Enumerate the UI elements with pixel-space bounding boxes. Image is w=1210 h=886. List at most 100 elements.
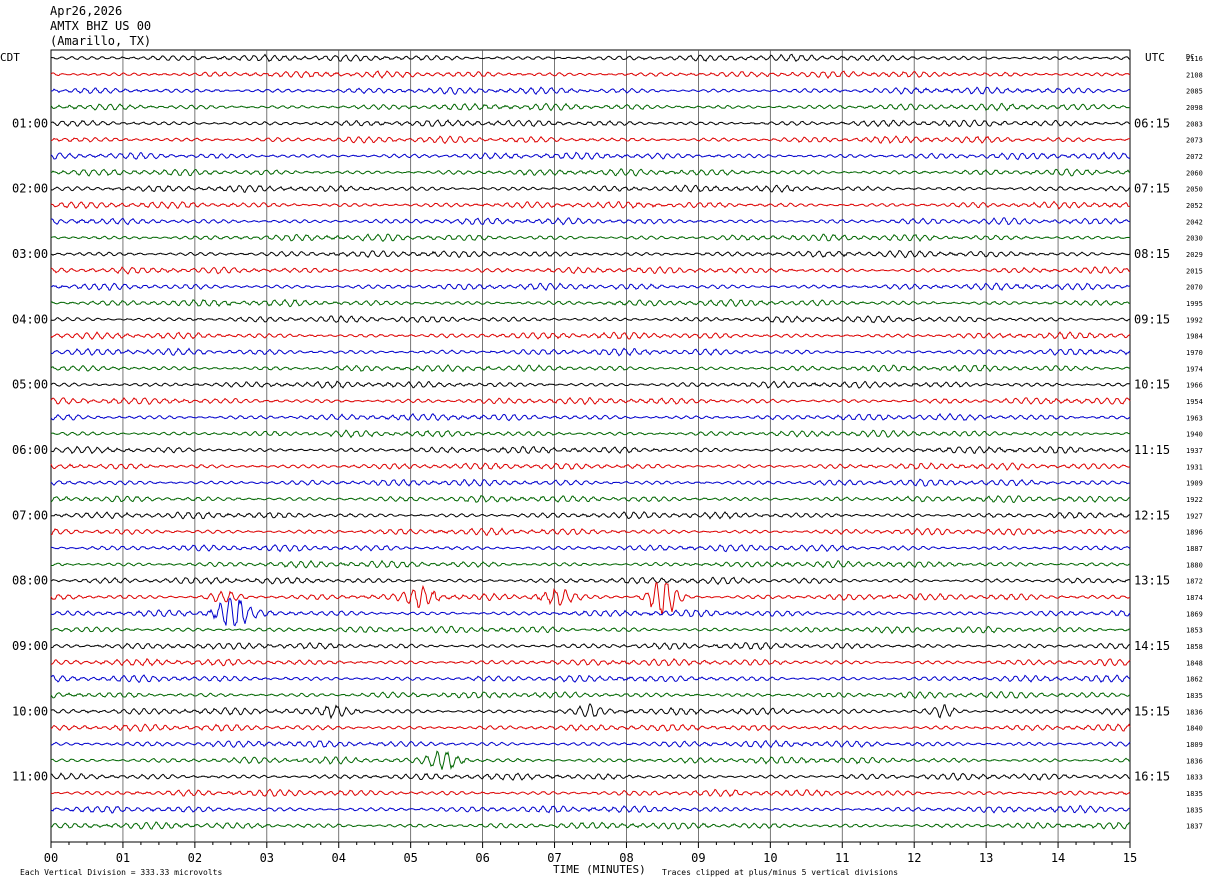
seismic-trace <box>50 462 1131 471</box>
header-station: AMTX BHZ US 00 <box>50 19 152 33</box>
header-date: Apr26,2026 <box>50 4 123 18</box>
cdt-hour-label: 03:00 <box>12 247 48 261</box>
dc-value: 2052 <box>1186 202 1203 210</box>
x-tick-label: 02 <box>188 851 202 865</box>
seismic-trace <box>50 266 1131 275</box>
seismic-trace <box>51 788 1131 798</box>
dc-value: 2116 <box>1186 55 1203 63</box>
dc-value: 1872 <box>1186 578 1203 586</box>
dc-value: 2060 <box>1186 169 1203 177</box>
utc-hour-label: 12:15 <box>1134 508 1170 522</box>
header-location: (Amarillo, TX) <box>50 34 152 48</box>
dc-value: 1840 <box>1186 725 1203 733</box>
dc-value: 2029 <box>1186 251 1203 259</box>
seismic-trace <box>50 380 1131 389</box>
seismic-trace <box>50 396 1131 406</box>
dc-label: DC <box>1186 53 1194 61</box>
labels: CDT UTC DC TIME (MINUTES) Each Vertical … <box>0 51 1203 877</box>
traces <box>50 53 1131 830</box>
seismic-trace <box>50 412 1131 422</box>
utc-hour-label: 13:15 <box>1134 574 1170 588</box>
dc-value: 1836 <box>1186 757 1203 765</box>
dc-value: 1966 <box>1186 382 1203 390</box>
x-tick-label: 07 <box>547 851 561 865</box>
dc-value: 2015 <box>1186 267 1203 275</box>
seismic-trace <box>50 772 1131 781</box>
seismic-trace <box>50 445 1131 455</box>
seismic-trace <box>50 576 1130 586</box>
dc-value: 1869 <box>1186 610 1203 618</box>
seismic-trace <box>50 625 1131 635</box>
seismic-trace <box>50 511 1131 520</box>
dc-value: 1833 <box>1186 774 1203 782</box>
left-tz-label: CDT <box>0 51 20 64</box>
cdt-hour-label: 04:00 <box>12 312 48 326</box>
seismic-trace <box>50 86 1131 96</box>
seismic-trace <box>50 119 1131 128</box>
seismic-trace <box>50 723 1131 732</box>
x-tick-label: 01 <box>116 851 130 865</box>
seismic-trace <box>50 184 1131 194</box>
x-axis-label: TIME (MINUTES) <box>553 863 646 876</box>
dc-value: 1927 <box>1186 512 1203 520</box>
x-tick-label: 13 <box>979 851 993 865</box>
scale-note: Each Vertical Division = 333.33 microvol… <box>20 868 222 877</box>
x-tick-label: 00 <box>44 851 58 865</box>
x-tick-label: 04 <box>332 851 346 865</box>
cdt-hour-label: 10:00 <box>12 704 48 718</box>
seismic-trace <box>50 739 1131 749</box>
seismic-trace <box>50 168 1131 177</box>
utc-hour-label: 11:15 <box>1134 443 1170 457</box>
seismic-trace <box>50 53 1131 63</box>
seismic-trace <box>50 527 1131 536</box>
dc-value: 2030 <box>1186 235 1203 243</box>
seismic-trace <box>50 582 1130 616</box>
dc-value: 1992 <box>1186 316 1203 324</box>
seismic-trace <box>50 233 1131 243</box>
dc-value: 2098 <box>1186 104 1203 112</box>
dc-value: 1848 <box>1186 659 1203 667</box>
dc-value: 1880 <box>1186 561 1203 569</box>
utc-hour-label: 15:15 <box>1134 704 1170 718</box>
utc-hour-label: 08:15 <box>1134 247 1170 261</box>
seismic-trace <box>50 750 1131 770</box>
dc-value: 1909 <box>1186 480 1203 488</box>
seismic-trace <box>50 70 1131 79</box>
x-tick-label: 05 <box>403 851 417 865</box>
dc-value: 1858 <box>1186 643 1203 651</box>
dc-value: 1954 <box>1186 398 1203 406</box>
seismic-trace <box>50 821 1131 830</box>
right-tz-label: UTC <box>1145 51 1165 64</box>
seismic-trace <box>50 642 1131 650</box>
seismic-trace <box>50 703 1131 720</box>
dc-value: 1862 <box>1186 676 1203 684</box>
x-tick-label: 03 <box>260 851 274 865</box>
seismic-trace <box>50 200 1131 210</box>
utc-hour-label: 14:15 <box>1134 639 1170 653</box>
cdt-hour-label: 09:00 <box>12 639 48 653</box>
utc-hour-label: 16:15 <box>1134 770 1170 784</box>
seismic-trace <box>50 804 1131 814</box>
cdt-hour-label: 02:00 <box>12 182 48 196</box>
dc-value: 2072 <box>1186 153 1203 161</box>
dc-value: 2083 <box>1186 120 1203 128</box>
seismic-trace <box>50 544 1131 553</box>
cdt-hour-label: 07:00 <box>12 508 48 522</box>
dc-value: 1837 <box>1186 823 1203 831</box>
grid <box>50 49 1131 848</box>
dc-value: 2070 <box>1186 284 1203 292</box>
seismic-trace <box>50 495 1131 504</box>
dc-value: 1931 <box>1186 463 1203 471</box>
seismic-trace <box>50 102 1131 112</box>
dc-value: 1970 <box>1186 349 1203 357</box>
utc-hour-label: 10:15 <box>1134 378 1170 392</box>
utc-hour-label: 07:15 <box>1134 182 1170 196</box>
dc-value: 1922 <box>1186 496 1203 504</box>
seismic-trace <box>50 690 1131 700</box>
x-tick-label: 09 <box>691 851 705 865</box>
seismic-trace <box>51 250 1131 259</box>
dc-value: 1963 <box>1186 414 1203 422</box>
seismic-trace <box>50 151 1131 161</box>
dc-value: 1940 <box>1186 431 1203 439</box>
